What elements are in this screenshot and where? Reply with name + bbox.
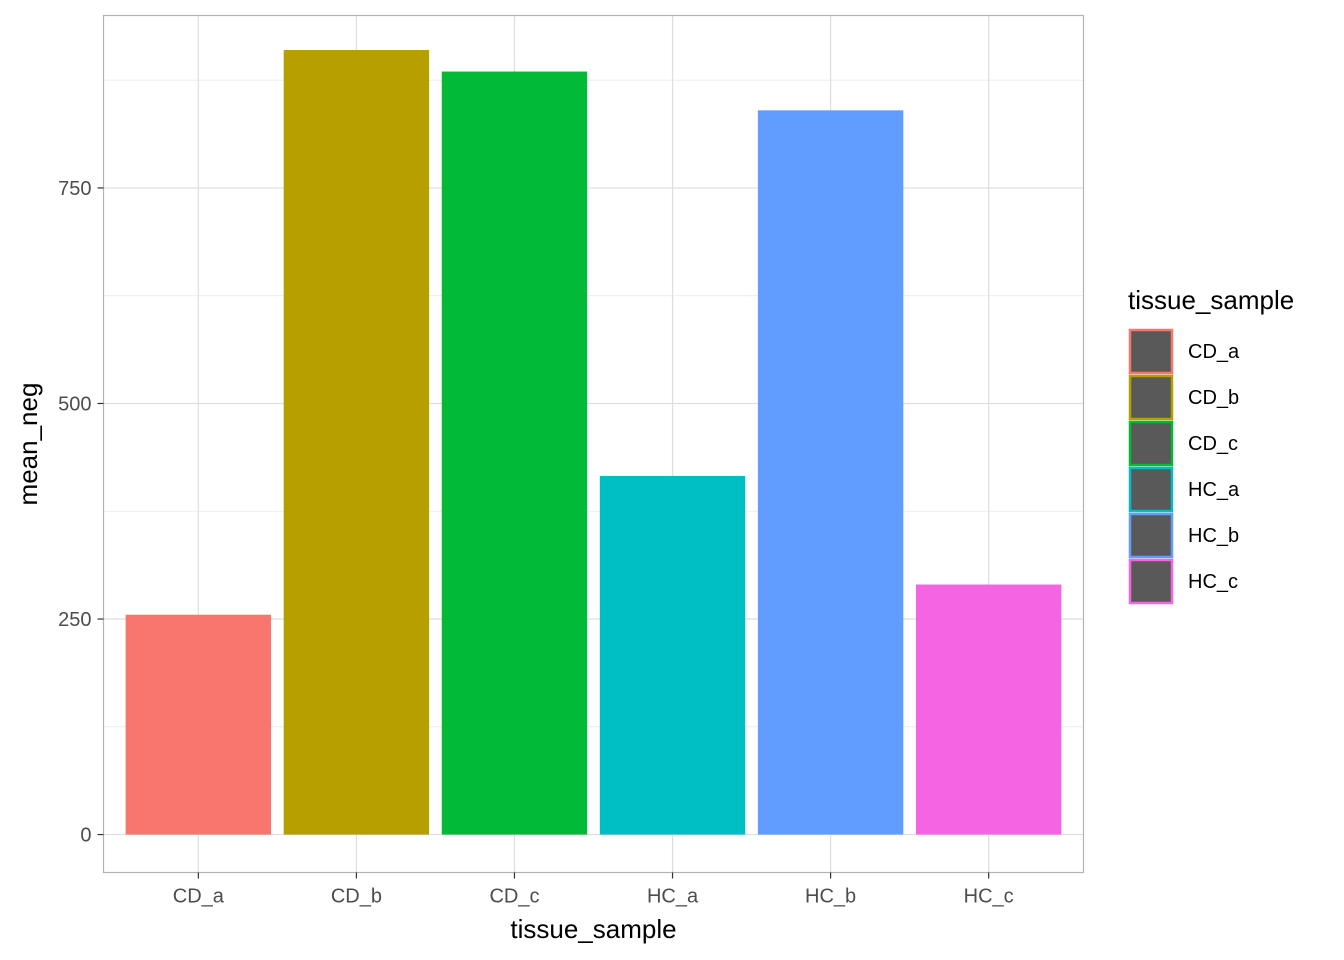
y-tick-label: 750: [58, 178, 91, 200]
legend: tissue_sample CD_a CD_b CD_c HC_a HC_b HC_c: [1128, 285, 1294, 605]
x-tick-label: CD_c: [489, 886, 539, 908]
legend-key-cd-b: [1128, 374, 1174, 421]
y-tick-label: 500: [58, 393, 91, 415]
x-tick-label: CD_b: [331, 886, 382, 908]
legend-key-cd-a: [1128, 328, 1174, 375]
plot-panel-border: [102, 14, 1085, 874]
bar-hc-a: [599, 475, 746, 835]
legend-label: CD_b: [1188, 387, 1239, 409]
bar-hc-c: [915, 584, 1062, 835]
legend-key-hc-c: [1128, 558, 1174, 605]
bar-cd-b: [283, 49, 430, 835]
bar-cd-a: [125, 614, 272, 835]
legend-label: HC_b: [1188, 525, 1239, 547]
x-tick-label: CD_a: [173, 886, 225, 908]
legend-label: CD_c: [1188, 433, 1238, 455]
legend-label: CD_a: [1188, 341, 1240, 363]
x-tick-label: HC_c: [964, 886, 1014, 908]
legend-key-hc-a: [1128, 466, 1174, 513]
legend-key-cd-c: [1128, 420, 1174, 467]
legend-label: HC_a: [1188, 479, 1240, 501]
y-tick-label: 0: [80, 825, 91, 847]
y-axis-title: mean_neg: [13, 383, 43, 506]
legend-key-hc-b: [1128, 512, 1174, 559]
bars: [125, 49, 1062, 835]
legend-title: tissue_sample: [1128, 285, 1294, 315]
x-tick-label: HC_b: [805, 886, 856, 908]
bar-hc-b: [757, 110, 904, 835]
x-tick-label: HC_a: [647, 886, 699, 908]
bar-cd-c: [441, 71, 588, 835]
legend-label: HC_c: [1188, 571, 1238, 593]
y-tick-label: 250: [58, 609, 91, 631]
x-axis-title: tissue_sample: [510, 914, 676, 944]
y-axis: 0 250 500 750: [58, 178, 104, 847]
x-axis: CD_a CD_b CD_c HC_a HC_b HC_c: [173, 872, 1014, 908]
